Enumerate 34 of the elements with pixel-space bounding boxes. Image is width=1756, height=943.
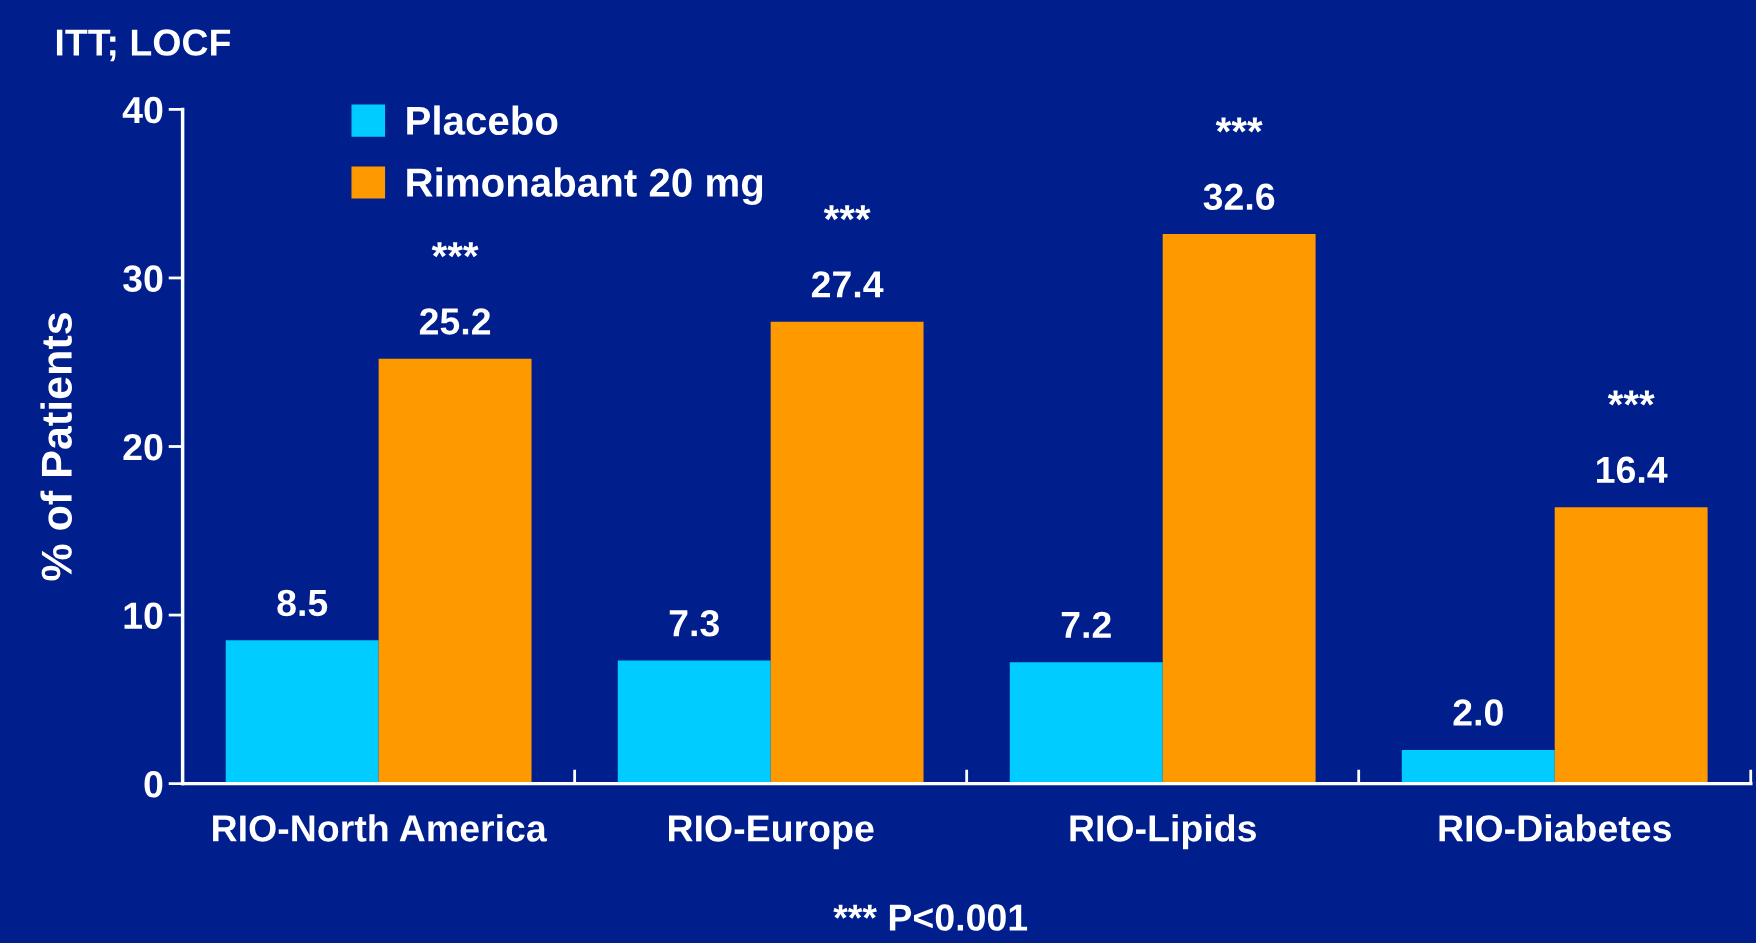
chart-title: ITT; LOCF [56,29,231,62]
annotation: *** [431,242,479,258]
x-tick-label: RIO-North America [213,814,547,842]
bar [617,660,771,784]
bar [378,358,532,784]
data-label: 2.0 [1453,699,1503,726]
y-tick-label: 10 [124,602,163,630]
annotation: *** [1607,390,1655,406]
y-axis-title: % of Patients [40,313,72,581]
annotation: *** [823,205,871,221]
data-label: 7.2 [1061,611,1111,638]
y-tick-label: 20 [123,433,163,461]
text: *** P<0.001 [833,904,1028,931]
bar [1554,507,1708,784]
bar [1162,234,1316,784]
data-label: 27.4 [811,271,884,298]
data-label: 32.6 [1203,183,1275,211]
y-tick-label: 40 [122,96,163,124]
data-label: 16.4 [1597,456,1668,484]
bar [770,321,924,784]
x-tick-label: RIO-Diabetes [1439,814,1671,842]
data-label: 8.5 [277,589,328,617]
bar [225,640,379,784]
legend-label: Placebo [407,105,558,135]
y-tick-label: 0 [144,771,163,798]
x-tick-label: RIO-Lipids [1070,814,1256,850]
annotation: *** [1215,117,1263,133]
data-label: 7.3 [669,609,719,637]
legend-label: Rimonabant 20 mg [407,167,763,206]
bar [1009,662,1163,784]
y-tick-label: 30 [123,265,163,292]
bar [1401,749,1555,784]
x-tick-label: RIO-Europe [669,815,874,850]
data-label: 25.2 [419,308,491,335]
